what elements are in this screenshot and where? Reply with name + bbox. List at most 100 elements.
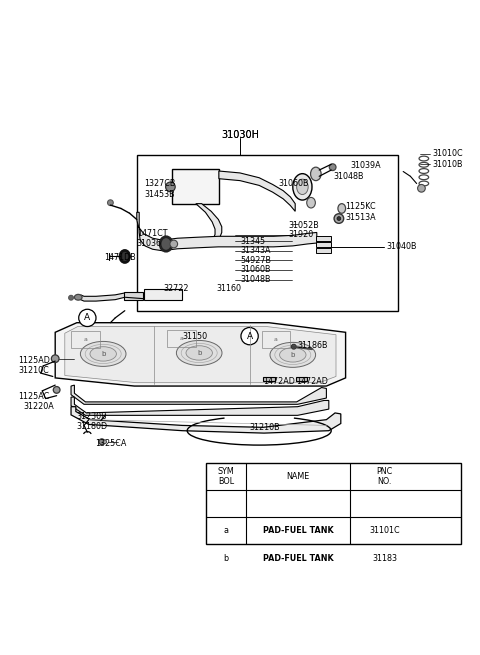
Text: 1471CT: 1471CT [137, 229, 168, 238]
Text: 31220A: 31220A [23, 402, 54, 411]
Text: 31343A: 31343A [240, 246, 271, 255]
Circle shape [166, 182, 175, 192]
Ellipse shape [186, 346, 212, 360]
Polygon shape [81, 293, 125, 301]
Text: 31453B: 31453B [144, 189, 175, 198]
Text: 31039A: 31039A [350, 160, 381, 170]
Text: 31052B: 31052B [288, 221, 319, 231]
Text: 1125AD: 1125AD [18, 356, 50, 365]
Text: 31920: 31920 [288, 231, 313, 239]
Text: 31048B: 31048B [240, 275, 271, 284]
Circle shape [241, 328, 258, 345]
Text: 31183: 31183 [372, 553, 397, 563]
Text: 1125KC: 1125KC [346, 202, 376, 211]
Circle shape [51, 355, 59, 362]
Polygon shape [71, 407, 341, 433]
Text: b: b [290, 352, 295, 358]
Circle shape [108, 200, 113, 206]
Text: PNC
NO.: PNC NO. [376, 467, 393, 486]
Circle shape [418, 185, 425, 192]
Text: 31060B: 31060B [278, 179, 309, 188]
Bar [262, 331, 290, 348]
Text: 31210C: 31210C [18, 366, 49, 375]
Bar [263, 377, 275, 381]
Text: 1472AD: 1472AD [297, 377, 328, 386]
Text: 31180D: 31180D [77, 422, 108, 431]
Polygon shape [71, 397, 329, 415]
Bar [172, 169, 219, 204]
Text: 32722: 32722 [163, 284, 189, 293]
Bar [316, 236, 331, 241]
Polygon shape [219, 171, 295, 212]
Text: 31150: 31150 [182, 331, 207, 341]
Text: 1471DB: 1471DB [105, 253, 136, 263]
Circle shape [291, 345, 296, 349]
Bar [296, 377, 307, 381]
Text: 31030H: 31030H [221, 130, 259, 141]
Polygon shape [55, 323, 346, 386]
Text: 31060B: 31060B [240, 265, 271, 274]
Text: 1472AD: 1472AD [263, 377, 295, 386]
Polygon shape [196, 204, 222, 239]
Ellipse shape [270, 343, 316, 367]
Text: A: A [247, 331, 252, 341]
Text: 31345: 31345 [240, 236, 265, 246]
Text: 1325CA: 1325CA [95, 439, 126, 448]
Circle shape [79, 309, 96, 327]
Ellipse shape [307, 197, 315, 208]
Text: 31010C: 31010C [432, 149, 463, 159]
Text: 31036: 31036 [137, 240, 162, 248]
Text: SYM
BOL: SYM BOL [218, 467, 234, 486]
Bar [167, 330, 196, 346]
Ellipse shape [293, 174, 312, 200]
Text: a: a [180, 336, 183, 341]
Text: a: a [224, 527, 228, 535]
Ellipse shape [81, 341, 126, 366]
Ellipse shape [90, 346, 117, 361]
Text: 54927B: 54927B [240, 256, 271, 265]
Circle shape [103, 440, 107, 443]
Ellipse shape [120, 250, 130, 263]
Circle shape [99, 439, 105, 445]
Circle shape [334, 214, 344, 223]
Text: NAME: NAME [287, 472, 310, 481]
Ellipse shape [160, 236, 172, 251]
Text: b: b [224, 553, 228, 563]
Circle shape [53, 386, 60, 393]
Text: 31030H: 31030H [221, 130, 259, 141]
Text: 31010B: 31010B [432, 160, 463, 169]
Circle shape [329, 164, 336, 170]
Circle shape [337, 217, 341, 221]
Bar [206, 463, 461, 544]
Text: 1327CB: 1327CB [144, 179, 175, 188]
Ellipse shape [297, 179, 308, 195]
Text: 31160: 31160 [216, 284, 241, 293]
Bar [71, 331, 100, 348]
Bar [124, 292, 143, 299]
Text: a: a [274, 337, 278, 342]
Bar [137, 155, 398, 310]
Polygon shape [162, 233, 317, 251]
Bar [316, 248, 331, 253]
Text: 31513A: 31513A [346, 213, 376, 221]
Text: 1125AC: 1125AC [18, 392, 49, 401]
Bar [144, 289, 182, 299]
Ellipse shape [338, 204, 346, 214]
Circle shape [69, 295, 73, 300]
Text: b: b [101, 351, 106, 357]
Text: 31186B: 31186B [298, 341, 328, 350]
Text: A: A [84, 313, 90, 322]
Ellipse shape [279, 348, 306, 362]
Text: PAD-FUEL TANK: PAD-FUEL TANK [263, 527, 334, 535]
Text: 31101C: 31101C [369, 527, 400, 535]
Bar [316, 242, 331, 247]
Text: PAD-FUEL TANK: PAD-FUEL TANK [263, 553, 334, 563]
Polygon shape [65, 327, 336, 383]
Polygon shape [137, 212, 162, 251]
Text: b: b [197, 350, 202, 356]
Circle shape [170, 240, 178, 248]
Polygon shape [71, 385, 326, 404]
Ellipse shape [176, 341, 222, 365]
Text: a: a [84, 337, 87, 342]
Ellipse shape [74, 294, 82, 300]
